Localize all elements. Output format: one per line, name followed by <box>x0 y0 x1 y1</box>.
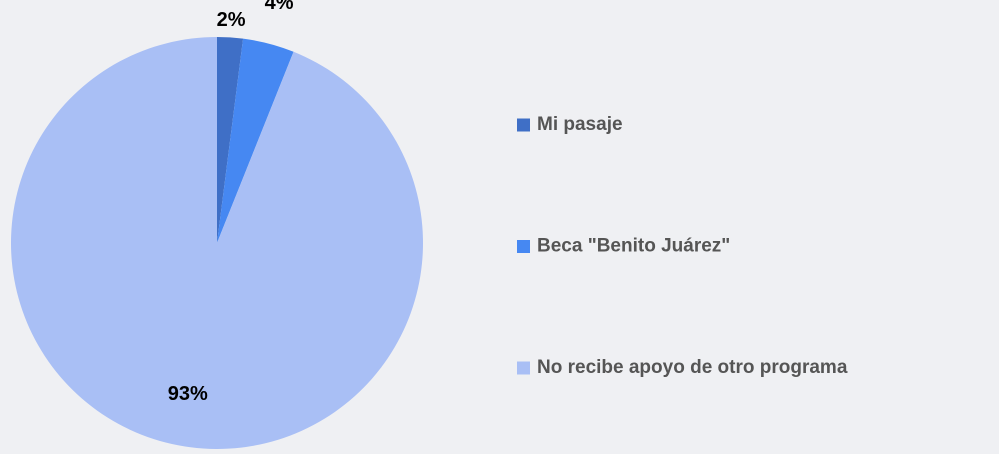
data-label: 2% <box>217 9 246 31</box>
legend-label: Beca "Benito Juárez" <box>537 236 730 257</box>
data-label: 4% <box>265 0 294 14</box>
data-label: 93% <box>168 383 208 405</box>
legend-label: Mi pasaje <box>537 114 623 135</box>
legend-swatch <box>517 118 530 132</box>
pie-slice <box>217 37 244 243</box>
legend-label: No recibe apoyo de otro programa <box>537 357 848 378</box>
legend-swatch <box>517 361 530 375</box>
pie-slice <box>217 38 294 243</box>
legend-swatch <box>517 240 530 253</box>
pie-slice <box>10 37 423 449</box>
